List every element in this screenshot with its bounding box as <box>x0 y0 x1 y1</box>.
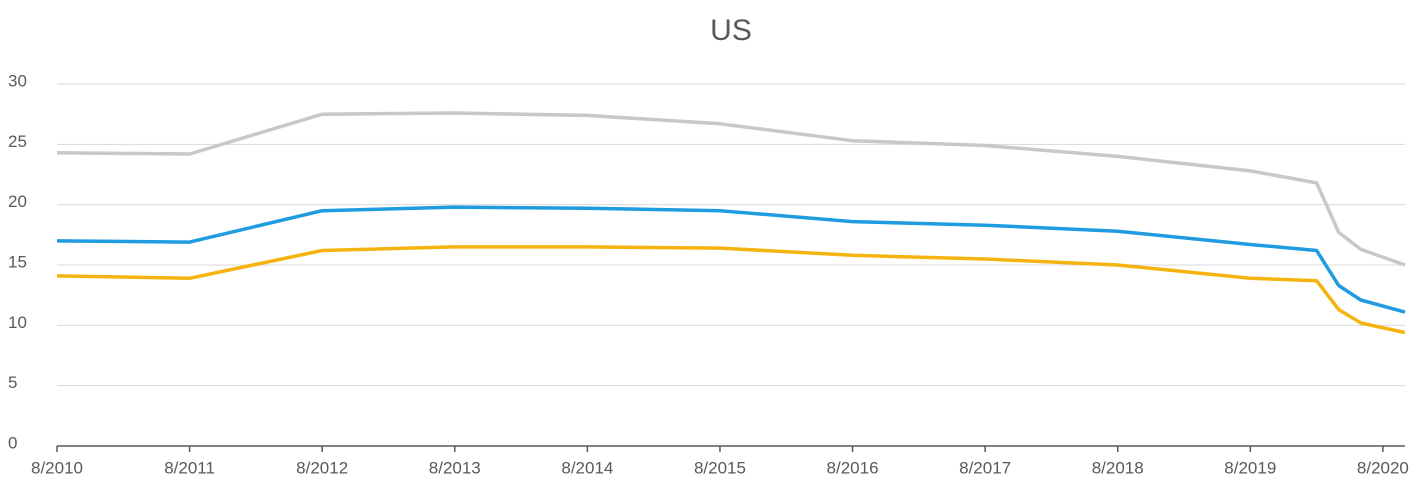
y-tick-label: 25 <box>8 132 27 151</box>
chart-title: US <box>710 14 752 47</box>
x-tick-label: 8/2011 <box>164 458 215 477</box>
x-tick-label: 8/2019 <box>1224 458 1276 477</box>
y-tick-label: 30 <box>8 71 27 90</box>
x-tick-label: 8/2016 <box>827 458 879 477</box>
x-tick-label: 8/2018 <box>1092 458 1144 477</box>
x-tick-label: 8/2015 <box>694 458 746 477</box>
x-tick-label: 8/2010 <box>31 458 83 477</box>
x-tick-label: 8/2012 <box>296 458 348 477</box>
y-tick-label: 0 <box>8 433 17 452</box>
series-line <box>56 205 1406 314</box>
y-tick-label: 10 <box>8 313 27 332</box>
x-tick-label: 8/2017 <box>959 458 1011 477</box>
series-line <box>56 245 1406 335</box>
y-tick-label: 20 <box>8 192 27 211</box>
x-tick-label: 8/2014 <box>561 458 613 477</box>
y-tick-label: 15 <box>8 252 27 271</box>
x-tick-label: 8/2013 <box>429 458 481 477</box>
x-tick-label: 8/2020 <box>1357 458 1409 477</box>
y-tick-label: 5 <box>8 373 17 392</box>
series-line <box>56 111 1406 267</box>
